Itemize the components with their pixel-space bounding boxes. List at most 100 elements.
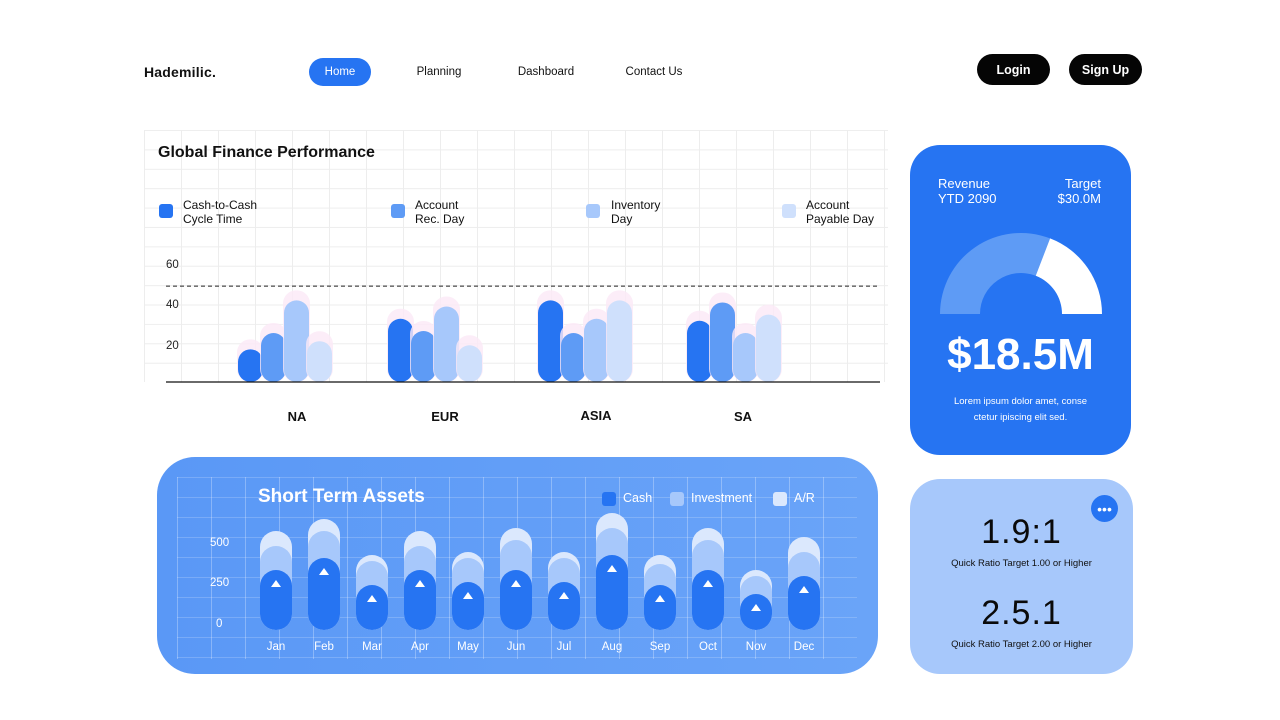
- legend-label-account-rec: Account Rec. Day: [415, 198, 465, 226]
- finance-bar-asia-2: [584, 318, 609, 382]
- month-label-apr: Apr: [411, 641, 429, 653]
- more-horizontal-icon[interactable]: •••: [1091, 495, 1118, 522]
- gauge-filled-arc: [940, 233, 1051, 314]
- assets-bar-apr-cash: [404, 570, 436, 630]
- arrow-up-icon: [703, 580, 713, 587]
- assets-bar-oct-cash: [692, 570, 724, 630]
- assets-legend-swatch-investment: [670, 492, 684, 506]
- legend-swatch-inventory: [586, 204, 600, 218]
- finance-bar-na-3: [307, 341, 332, 382]
- arrow-up-icon: [607, 565, 617, 572]
- assets-legend-label-cash: Cash: [623, 491, 653, 505]
- quick-ratio-note-2: Quick Ratio Target 2.00 or Higher: [951, 639, 1092, 650]
- brand-logo[interactable]: Hademilic.: [144, 64, 217, 80]
- revenue-label: Revenue YTD 2090: [938, 176, 997, 206]
- arrow-up-icon: [655, 595, 665, 602]
- region-label-na: NA: [287, 409, 307, 424]
- arrow-up-icon: [271, 580, 281, 587]
- assets-bar-dec-cash: [788, 576, 820, 630]
- assets-legend-swatch-ar: [773, 492, 787, 506]
- target-label: Target $30.0M: [1057, 176, 1101, 206]
- nav-contact-us[interactable]: Contact Us: [625, 66, 683, 78]
- legend-label-account-payable: Account Payable Day: [806, 198, 875, 226]
- arrow-up-icon: [799, 586, 809, 593]
- assets-bar-jan-cash: [260, 570, 292, 630]
- month-label-dec: Dec: [793, 641, 815, 653]
- quick-ratio-value-1: 1.9:1: [981, 513, 1062, 551]
- legend-swatch-account-payable: [782, 204, 796, 218]
- quick-ratio-note-1: Quick Ratio Target 1.00 or Higher: [951, 558, 1092, 569]
- assets-ytick-0: 0: [216, 618, 223, 630]
- month-label-jun: Jun: [506, 641, 526, 653]
- quick-ratio-value-2: 2.5.1: [981, 594, 1062, 632]
- month-label-may: May: [457, 641, 479, 653]
- assets-bar-feb-cash: [308, 558, 340, 630]
- finance-ytick-20: 20: [166, 340, 179, 352]
- finance-bar-eur-3: [457, 345, 482, 382]
- assets-ytick-250: 250: [210, 577, 230, 589]
- legend-swatch-account-rec: [391, 204, 405, 218]
- legend-label-cash-cycle: Cash-to-Cash Cycle Time: [183, 198, 258, 226]
- arrow-up-icon: [367, 595, 377, 602]
- assets-bar-mar-cash: [356, 585, 388, 630]
- finance-ytick-60: 60: [166, 259, 179, 271]
- assets-bar-sep-cash: [644, 585, 676, 630]
- month-label-oct: Oct: [699, 641, 717, 653]
- finance-bar-eur-0: [388, 318, 413, 382]
- legend-swatch-cash-cycle: [159, 204, 173, 218]
- finance-bar-chart: [166, 285, 880, 383]
- finance-bar-asia-0: [538, 300, 563, 382]
- finance-bar-na-0: [238, 349, 263, 382]
- finance-bar-eur-2: [434, 306, 459, 382]
- finance-chart-title: Global Finance Performance: [158, 144, 375, 161]
- finance-bar-sa-0: [687, 320, 712, 382]
- legend-label-inventory: Inventory Day: [611, 198, 661, 226]
- ratio-card: ••• 1.9:1 Quick Ratio Target 1.00 or Hig…: [910, 479, 1133, 674]
- arrow-up-icon: [751, 604, 761, 611]
- region-label-eur: EUR: [431, 409, 459, 424]
- signup-button[interactable]: Sign Up: [1069, 54, 1142, 85]
- arrow-up-icon: [463, 592, 473, 599]
- assets-legend-label-investment: Investment: [691, 491, 753, 505]
- arrow-up-icon: [319, 568, 329, 575]
- assets-bar-may-cash: [452, 582, 484, 630]
- assets-legend-swatch-cash: [602, 492, 616, 506]
- arrow-up-icon: [511, 580, 521, 587]
- region-label-asia: ASIA: [580, 408, 612, 423]
- assets-bar-nov-cash: [740, 594, 772, 630]
- finance-bar-sa-3: [756, 314, 781, 382]
- month-label-nov: Nov: [745, 641, 767, 653]
- month-label-aug: Aug: [601, 641, 623, 653]
- assets-bar-jul-cash: [548, 582, 580, 630]
- region-label-sa: SA: [733, 409, 753, 424]
- short-term-assets-card: Short Term Assets Cash Investment A/R 50…: [157, 457, 878, 674]
- assets-legend-label-ar: A/R: [794, 491, 815, 505]
- finance-bar-eur-1: [411, 331, 436, 382]
- arrow-up-icon: [415, 580, 425, 587]
- nav-dashboard[interactable]: Dashboard: [517, 66, 575, 78]
- assets-title: Short Term Assets: [258, 486, 425, 507]
- arrow-up-icon: [559, 592, 569, 599]
- finance-bar-asia-1: [561, 333, 586, 382]
- nav-planning[interactable]: Planning: [416, 66, 462, 78]
- assets-ytick-500: 500: [210, 537, 230, 549]
- finance-bar-sa-2: [733, 333, 758, 382]
- assets-bar-jun-cash: [500, 570, 532, 630]
- revenue-note: Lorem ipsum dolor amet, conse ctetur ipis…: [953, 396, 1088, 423]
- month-label-jan: Jan: [266, 641, 286, 653]
- revenue-gauge: [940, 233, 1102, 314]
- nav-home[interactable]: Home: [309, 58, 371, 86]
- finance-bar-na-1: [261, 333, 286, 382]
- month-label-jul: Jul: [556, 641, 572, 653]
- assets-bar-aug-cash: [596, 555, 628, 630]
- gauge-remaining-arc: [1035, 238, 1102, 314]
- month-label-mar: Mar: [362, 641, 382, 653]
- login-button[interactable]: Login: [977, 54, 1050, 85]
- assets-bar-chart: [260, 513, 820, 630]
- revenue-card: Revenue YTD 2090 Target $30.0M $18.5M Lore…: [910, 145, 1131, 455]
- revenue-value: $18.5M: [947, 330, 1094, 379]
- finance-ytick-40: 40: [166, 299, 179, 311]
- month-label-sep: Sep: [649, 641, 671, 653]
- finance-bar-sa-1: [710, 302, 735, 382]
- finance-bar-na-2: [284, 300, 309, 382]
